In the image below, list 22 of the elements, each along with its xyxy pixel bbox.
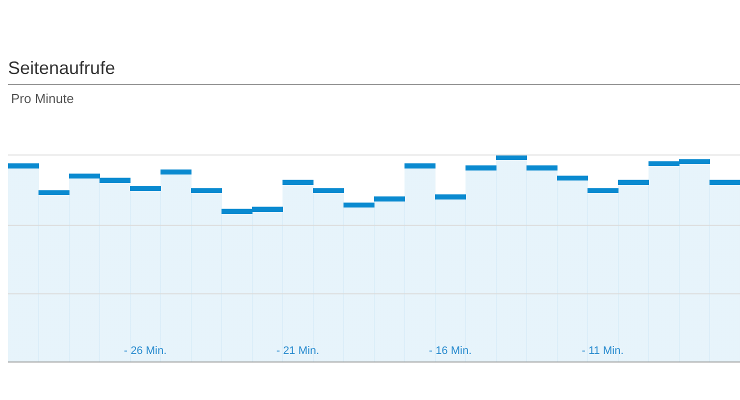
bar [557,176,588,362]
bar [526,165,558,362]
bar [8,163,39,362]
x-tick-label: - 11 Min. [582,344,624,357]
bar [252,206,283,362]
x-tick-label: - 26 Min. [124,344,167,357]
bar [404,163,436,362]
bar [710,180,740,362]
bar [344,202,374,362]
x-tick-label: - 16 Min. [428,344,472,357]
bar [679,159,710,362]
bar [100,178,130,362]
bar [496,155,527,362]
bar [38,190,70,362]
bar [374,196,405,362]
bar [191,188,222,362]
bar [648,161,680,362]
chart-subtitle: Pro Minute [11,91,74,106]
x-tick-label: - 21 Min. [276,344,320,357]
chart-title: Seitenaufrufe [8,58,116,79]
bar [222,208,252,362]
bar [69,174,100,362]
